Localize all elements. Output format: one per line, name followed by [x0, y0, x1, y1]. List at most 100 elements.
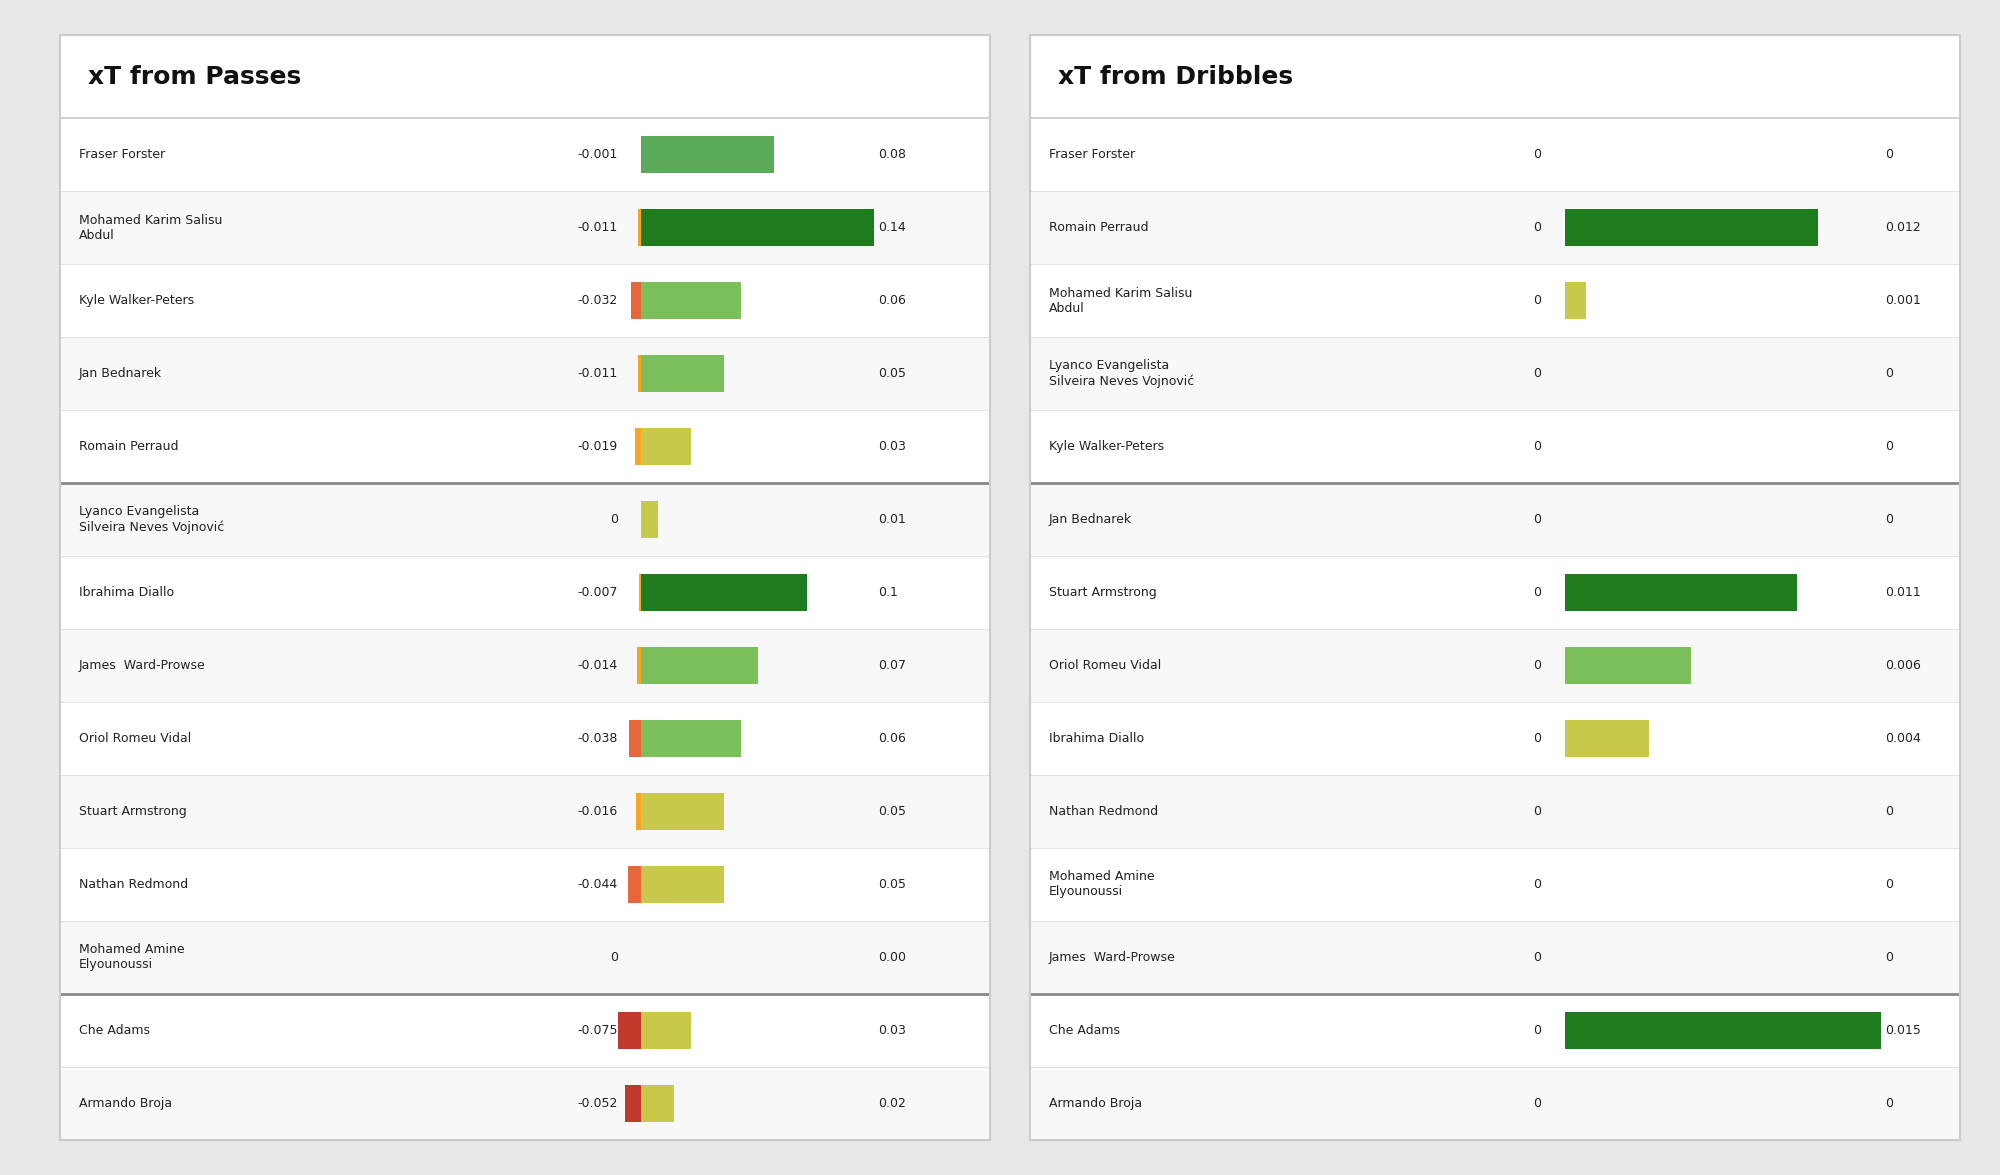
Text: 0: 0: [1886, 513, 1894, 526]
Bar: [642, 136, 774, 173]
Text: 0: 0: [1886, 951, 1894, 963]
Text: 0.011: 0.011: [1886, 586, 1922, 599]
Bar: [1030, 774, 1960, 848]
Text: -0.052: -0.052: [578, 1096, 618, 1109]
Text: 0: 0: [1534, 951, 1542, 963]
Text: Lyanco Evangelista
Silveira Neves Vojnović: Lyanco Evangelista Silveira Neves Vojnov…: [78, 505, 224, 533]
Text: 0.05: 0.05: [878, 367, 906, 380]
Bar: [1030, 192, 1960, 264]
Text: James  Ward-Prowse: James Ward-Prowse: [1048, 951, 1176, 963]
Bar: [1030, 556, 1960, 629]
Bar: [60, 337, 990, 410]
Text: 0.05: 0.05: [878, 878, 906, 891]
Bar: [1564, 720, 1650, 757]
Text: 0.001: 0.001: [1886, 294, 1922, 307]
Bar: [60, 192, 990, 264]
Text: -0.001: -0.001: [578, 148, 618, 161]
Bar: [60, 848, 990, 921]
Text: 0: 0: [1534, 221, 1542, 234]
Bar: [1030, 629, 1960, 701]
Text: Stuart Armstrong: Stuart Armstrong: [78, 805, 186, 818]
Text: Stuart Armstrong: Stuart Armstrong: [1048, 586, 1156, 599]
Text: -0.011: -0.011: [578, 367, 618, 380]
Text: Armando Broja: Armando Broja: [1048, 1096, 1142, 1109]
Text: 0: 0: [1534, 805, 1542, 818]
Text: Kyle Walker-Peters: Kyle Walker-Peters: [78, 294, 194, 307]
Text: 0.00: 0.00: [878, 951, 906, 963]
Bar: [1030, 264, 1960, 337]
Text: Mohamed Amine
Elyounoussi: Mohamed Amine Elyounoussi: [78, 944, 184, 972]
Text: Romain Perraud: Romain Perraud: [1048, 221, 1148, 234]
Bar: [642, 282, 740, 318]
Bar: [1030, 410, 1960, 483]
Bar: [630, 720, 642, 757]
Text: -0.016: -0.016: [578, 805, 618, 818]
Bar: [642, 1012, 692, 1048]
Text: Ibrahima Diallo: Ibrahima Diallo: [1048, 732, 1144, 745]
Text: Armando Broja: Armando Broja: [78, 1096, 172, 1109]
Bar: [60, 264, 990, 337]
Text: -0.011: -0.011: [578, 221, 618, 234]
Text: -0.019: -0.019: [578, 439, 618, 454]
Text: 0: 0: [1534, 513, 1542, 526]
Text: Fraser Forster: Fraser Forster: [78, 148, 164, 161]
Text: 0: 0: [1534, 439, 1542, 454]
Text: 0.02: 0.02: [878, 1096, 906, 1109]
Text: Mohamed Karim Salisu
Abdul: Mohamed Karim Salisu Abdul: [1048, 287, 1192, 315]
Bar: [60, 1067, 990, 1140]
Bar: [1030, 1067, 1960, 1140]
Text: 0.01: 0.01: [878, 513, 906, 526]
Text: 0.006: 0.006: [1886, 659, 1922, 672]
Text: xT from Passes: xT from Passes: [88, 65, 302, 88]
Text: 0.07: 0.07: [878, 659, 906, 672]
Bar: [1564, 282, 1586, 318]
Text: James  Ward-Prowse: James Ward-Prowse: [78, 659, 206, 672]
Text: 0: 0: [1534, 294, 1542, 307]
Bar: [60, 774, 990, 848]
Bar: [640, 575, 642, 611]
Text: 0: 0: [1534, 659, 1542, 672]
Text: 0.012: 0.012: [1886, 221, 1922, 234]
Text: Jan Bednarek: Jan Bednarek: [1048, 513, 1132, 526]
Text: 0: 0: [1534, 586, 1542, 599]
Bar: [1030, 921, 1960, 994]
Text: 0.03: 0.03: [878, 1023, 906, 1036]
Text: -0.075: -0.075: [578, 1023, 618, 1036]
Text: -0.038: -0.038: [578, 732, 618, 745]
Text: Mohamed Amine
Elyounoussi: Mohamed Amine Elyounoussi: [1048, 871, 1154, 899]
Text: Oriol Romeu Vidal: Oriol Romeu Vidal: [1048, 659, 1160, 672]
Bar: [642, 1085, 674, 1121]
Text: Che Adams: Che Adams: [1048, 1023, 1120, 1036]
Text: 0: 0: [1886, 367, 1894, 380]
Text: -0.014: -0.014: [578, 659, 618, 672]
Bar: [1030, 701, 1960, 774]
Text: -0.032: -0.032: [578, 294, 618, 307]
Bar: [626, 1085, 642, 1121]
Text: 0: 0: [610, 513, 618, 526]
Bar: [60, 701, 990, 774]
Bar: [642, 355, 724, 391]
Bar: [1030, 994, 1960, 1067]
Bar: [618, 1012, 642, 1048]
Bar: [642, 575, 808, 611]
Bar: [60, 410, 990, 483]
Bar: [642, 209, 874, 246]
Bar: [638, 355, 642, 391]
Bar: [632, 282, 642, 318]
Text: 0: 0: [1534, 878, 1542, 891]
Bar: [1030, 337, 1960, 410]
Text: -0.044: -0.044: [578, 878, 618, 891]
Bar: [60, 483, 990, 556]
Text: 0.06: 0.06: [878, 732, 906, 745]
Text: 0: 0: [1534, 367, 1542, 380]
Text: Fraser Forster: Fraser Forster: [1048, 148, 1134, 161]
Bar: [642, 647, 758, 684]
Bar: [1564, 209, 1818, 246]
Text: 0.004: 0.004: [1886, 732, 1922, 745]
Text: 0.015: 0.015: [1886, 1023, 1922, 1036]
Text: 0: 0: [1886, 1096, 1894, 1109]
Text: 0: 0: [1534, 1096, 1542, 1109]
Text: Romain Perraud: Romain Perraud: [78, 439, 178, 454]
Text: Oriol Romeu Vidal: Oriol Romeu Vidal: [78, 732, 190, 745]
Bar: [636, 793, 642, 830]
